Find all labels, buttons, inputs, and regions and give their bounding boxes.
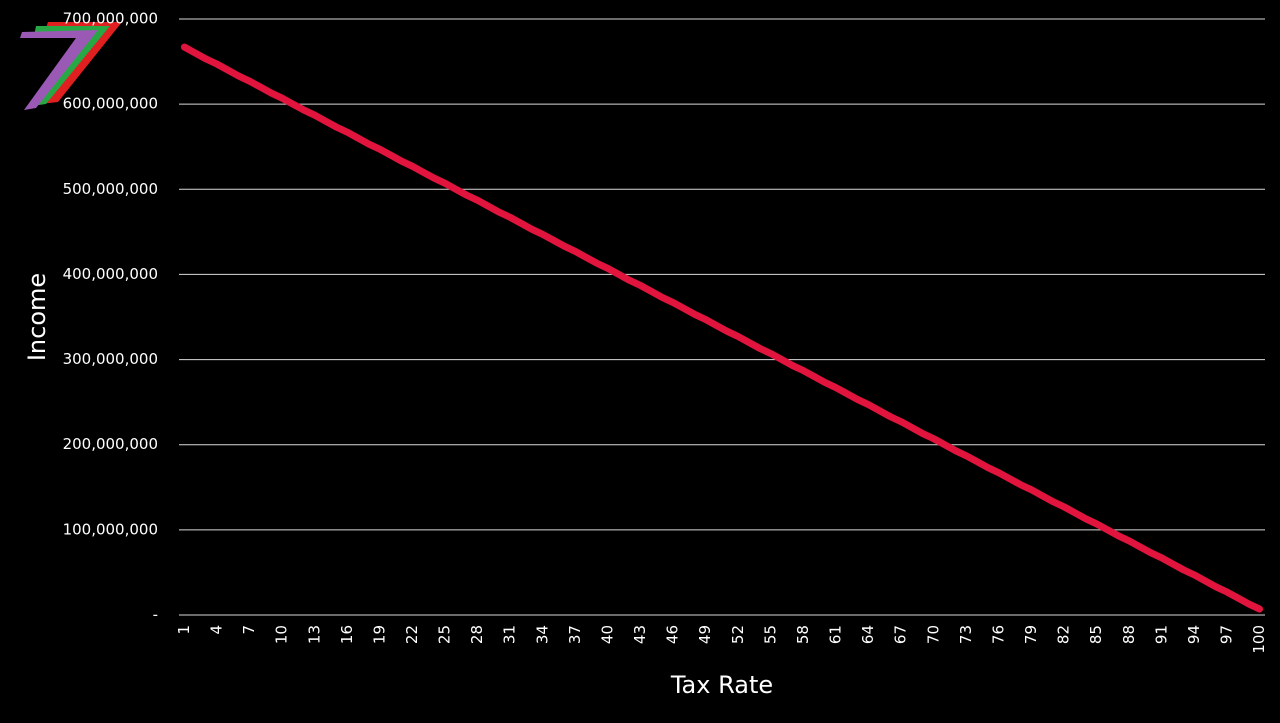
x-tick-label: 58 <box>794 625 812 644</box>
x-tick-label: 28 <box>468 625 486 644</box>
x-tick-label: 94 <box>1185 625 1203 644</box>
x-tick-label: 85 <box>1087 625 1105 644</box>
y-tick-label: 300,000,000 <box>63 350 158 368</box>
x-tick-label: 37 <box>566 625 584 644</box>
logo <box>20 22 122 110</box>
x-tick-label: 67 <box>892 625 910 644</box>
x-tick-label: 34 <box>533 625 551 644</box>
x-tick-label: 19 <box>370 625 388 644</box>
x-tick-label: 40 <box>598 625 616 644</box>
x-tick-label: 1 <box>175 625 193 635</box>
x-tick-label: 70 <box>924 625 942 644</box>
y-tick-label: 100,000,000 <box>63 520 158 538</box>
y-tick-label: 700,000,000 <box>63 10 158 28</box>
x-tick-label: 4 <box>208 625 226 635</box>
y-tick-label: 500,000,000 <box>63 180 158 198</box>
x-tick-label: 82 <box>1055 625 1073 644</box>
line <box>180 43 1264 613</box>
x-tick-label: 79 <box>1022 625 1040 644</box>
x-tick-label: 25 <box>436 625 454 644</box>
y-tick-label: - <box>153 606 158 624</box>
x-tick-label: 55 <box>761 625 779 644</box>
x-tick-label: 91 <box>1152 625 1170 644</box>
y-tick-label: 400,000,000 <box>63 265 158 283</box>
x-axis-title: Tax Rate <box>670 671 773 699</box>
x-tick-label: 22 <box>403 625 421 644</box>
x-tick-label: 76 <box>989 625 1007 644</box>
x-tick-label: 16 <box>338 625 356 644</box>
y-tick-label: 600,000,000 <box>63 95 158 113</box>
y-tick-label: 200,000,000 <box>63 435 158 453</box>
x-tick-label: 100 <box>1250 625 1268 654</box>
x-tick-label: 46 <box>664 625 682 644</box>
x-tick-label: 10 <box>273 625 291 644</box>
x-tick-label: 61 <box>827 625 845 644</box>
x-tick-label: 49 <box>696 625 714 644</box>
x-tick-label: 73 <box>957 625 975 644</box>
x-tick-label: 64 <box>859 625 877 644</box>
logo-purple <box>20 30 98 110</box>
x-tick-label: 52 <box>729 625 747 644</box>
x-tick-label: 7 <box>240 625 258 635</box>
x-tick-label: 88 <box>1120 625 1138 644</box>
y-axis-title: Income <box>23 273 51 361</box>
x-tick-label: 43 <box>631 625 649 644</box>
x-tick-label: 31 <box>501 625 519 644</box>
x-tick-label: 97 <box>1217 625 1235 644</box>
x-tick-label: 13 <box>305 625 323 644</box>
